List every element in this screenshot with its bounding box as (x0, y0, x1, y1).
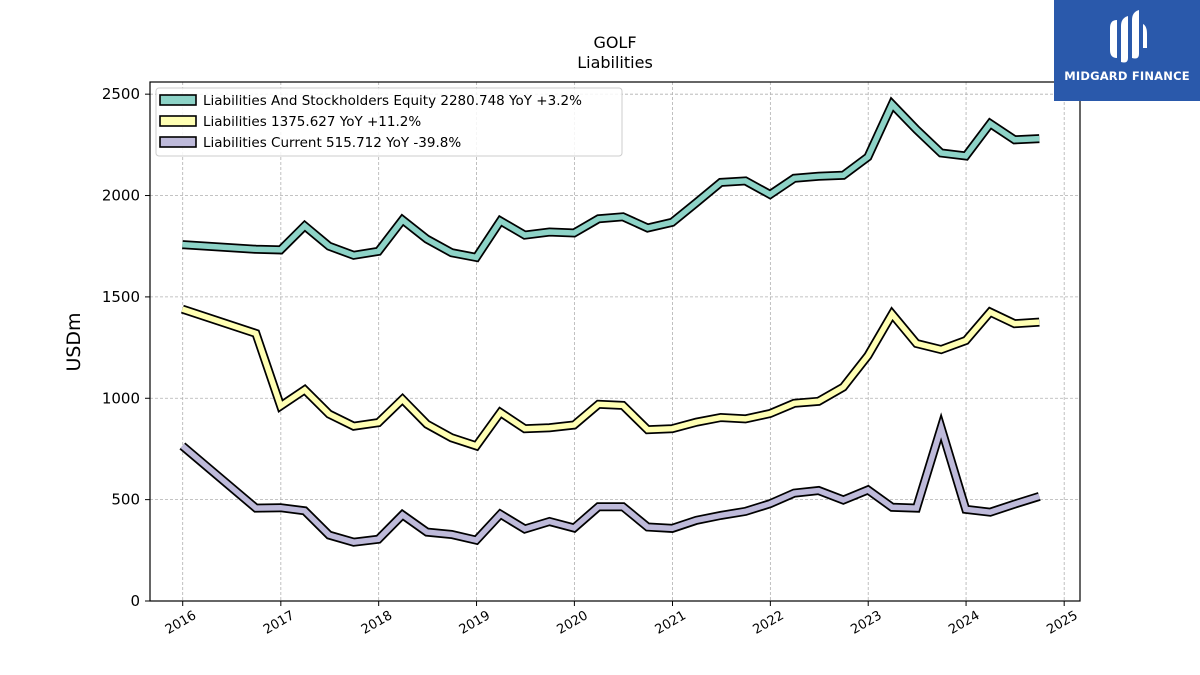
y-tick-label: 2500 (102, 85, 140, 103)
chart-subtitle: Liabilities (577, 53, 653, 72)
series-3 (179, 412, 1041, 547)
y-tick-label: 0 (130, 592, 140, 610)
x-tick-label: 2022 (751, 608, 787, 638)
legend-swatch (159, 136, 197, 148)
legend-label: Liabilities Current 515.712 YoY -39.8% (203, 135, 461, 151)
x-tick-label: 2017 (261, 608, 297, 638)
x-tick-label: 2024 (946, 608, 982, 638)
series-line-outline (179, 412, 1041, 547)
legend-box (155, 87, 623, 157)
x-tick-label: 2019 (457, 608, 493, 638)
series-line (182, 99, 1040, 261)
x-tick-label: 2021 (653, 608, 689, 638)
legend-swatch (159, 115, 197, 127)
x-tick-label: 2018 (359, 608, 395, 638)
y-tick-label: 1000 (102, 389, 140, 407)
chart-title: GOLF (593, 33, 636, 52)
series-line (180, 418, 1041, 545)
x-tick-label: 2020 (555, 608, 591, 638)
logo-text: MIDGARD FINANCE (1064, 69, 1190, 83)
x-tick-label: 2025 (1044, 608, 1080, 638)
legend-label: Liabilities 1375.627 YoY +11.2% (203, 114, 421, 130)
legend-swatch (159, 94, 197, 106)
x-tick-label: 2023 (848, 608, 884, 638)
midgard-monogram-icon (1110, 10, 1147, 63)
series-2 (180, 304, 1040, 452)
brand-logo: MIDGARD FINANCE (1054, 0, 1200, 101)
series-line-outline (180, 304, 1040, 452)
y-axis-label: USDm (63, 312, 85, 371)
legend-label: Liabilities And Stockholders Equity 2280… (203, 93, 582, 109)
y-tick-label: 1500 (102, 288, 140, 306)
legend: Liabilities And Stockholders Equity 2280… (155, 87, 623, 157)
y-tick-label: 2000 (102, 187, 140, 205)
plot-frame (149, 81, 1081, 602)
series-line (181, 306, 1040, 450)
series-layer (179, 96, 1041, 547)
grid (150, 82, 1080, 602)
axes: 0 500 1000 1500 2000 2500 2016 2017 2018 2019 2020… (102, 85, 1081, 638)
y-tick-label: 500 (111, 491, 140, 509)
x-tick-label: 2016 (163, 608, 199, 638)
series-1 (182, 96, 1040, 263)
